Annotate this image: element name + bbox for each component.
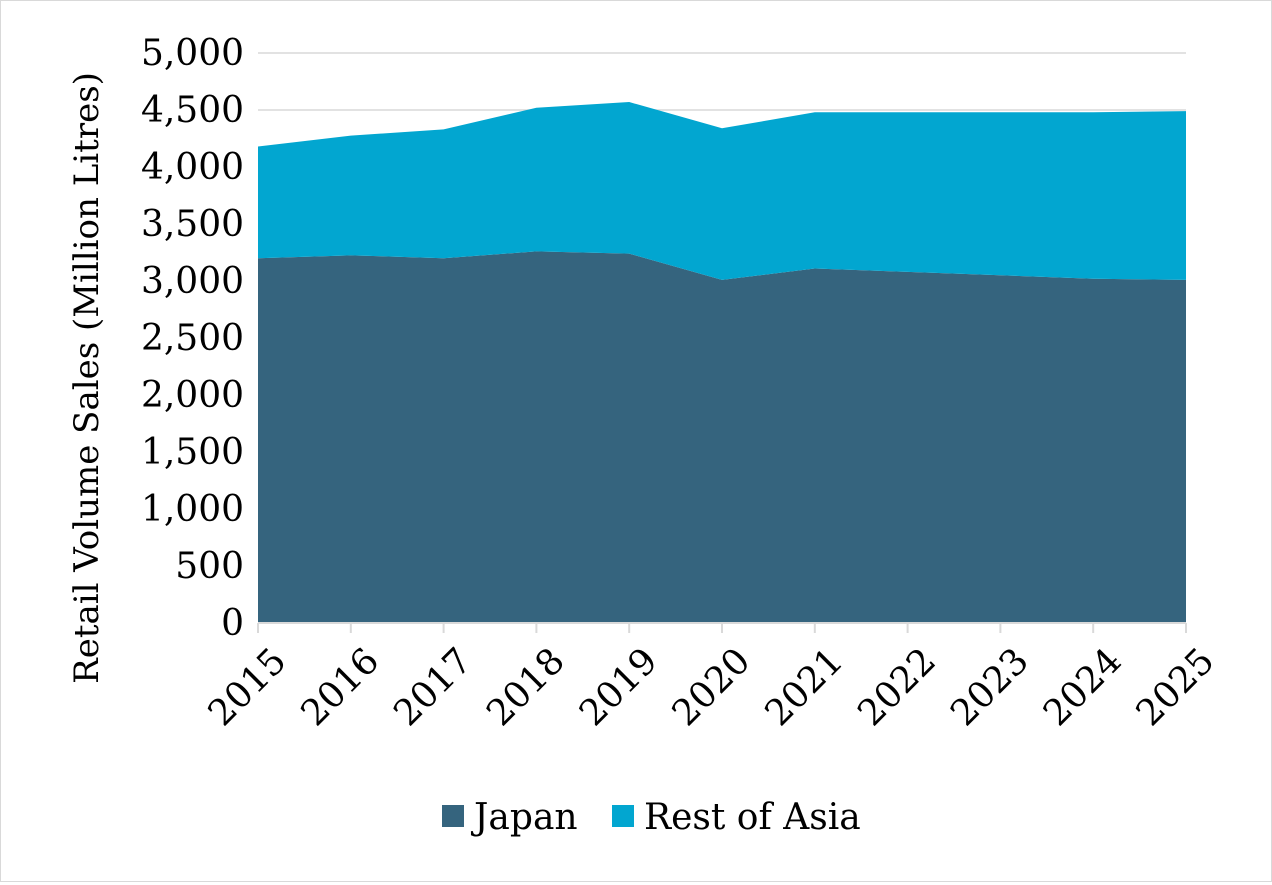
y-tick-label: 3,000 bbox=[141, 261, 244, 302]
legend-swatch-rest-of-asia bbox=[612, 805, 634, 827]
y-tick-label: 2,500 bbox=[141, 318, 244, 359]
y-tick-label: 1,500 bbox=[141, 432, 244, 473]
y-tick-label: 4,500 bbox=[141, 90, 244, 131]
y-axis-title: Retail Volume Sales (Million Litres) bbox=[67, 72, 107, 684]
y-tick-label: 0 bbox=[221, 603, 244, 644]
legend-label-rest-of-asia: Rest of Asia bbox=[644, 797, 861, 838]
area-japan bbox=[258, 251, 1186, 624]
legend-label-japan: Japan bbox=[470, 797, 578, 838]
x-tick-label: 2024 bbox=[1036, 640, 1130, 734]
x-tick-label: 2023 bbox=[943, 640, 1037, 734]
x-tick-label: 2016 bbox=[293, 640, 387, 734]
x-tick-label: 2021 bbox=[757, 640, 851, 734]
x-tick-label: 2015 bbox=[201, 640, 295, 734]
y-tick-label: 4,000 bbox=[141, 147, 244, 188]
x-axis bbox=[257, 622, 1187, 633]
x-tick-label: 2022 bbox=[850, 640, 944, 734]
x-tick-label: 2017 bbox=[386, 640, 480, 734]
x-axis-tick-labels: 2015 2016 2017 2018 2019 2020 2021 2022 2023 2024… bbox=[201, 640, 1223, 734]
x-tick-label: 2025 bbox=[1129, 640, 1223, 734]
y-axis-tick-labels: 0 500 1,000 1,500 2,000 2,500 3,000 3,500 4,000 4… bbox=[141, 33, 244, 644]
y-tick-label: 1,000 bbox=[141, 489, 244, 530]
area-rest-of-asia bbox=[258, 102, 1186, 280]
area-series bbox=[258, 102, 1186, 624]
legend: Japan Rest of Asia bbox=[442, 797, 861, 838]
legend-swatch-japan bbox=[442, 805, 464, 827]
x-tick-label: 2018 bbox=[479, 640, 573, 734]
x-tick-label: 2019 bbox=[572, 640, 666, 734]
y-tick-label: 500 bbox=[175, 546, 244, 587]
x-tick-label: 2020 bbox=[665, 640, 759, 734]
y-tick-label: 2,000 bbox=[141, 375, 244, 416]
y-tick-label: 5,000 bbox=[141, 33, 244, 74]
y-tick-label: 3,500 bbox=[141, 204, 244, 245]
